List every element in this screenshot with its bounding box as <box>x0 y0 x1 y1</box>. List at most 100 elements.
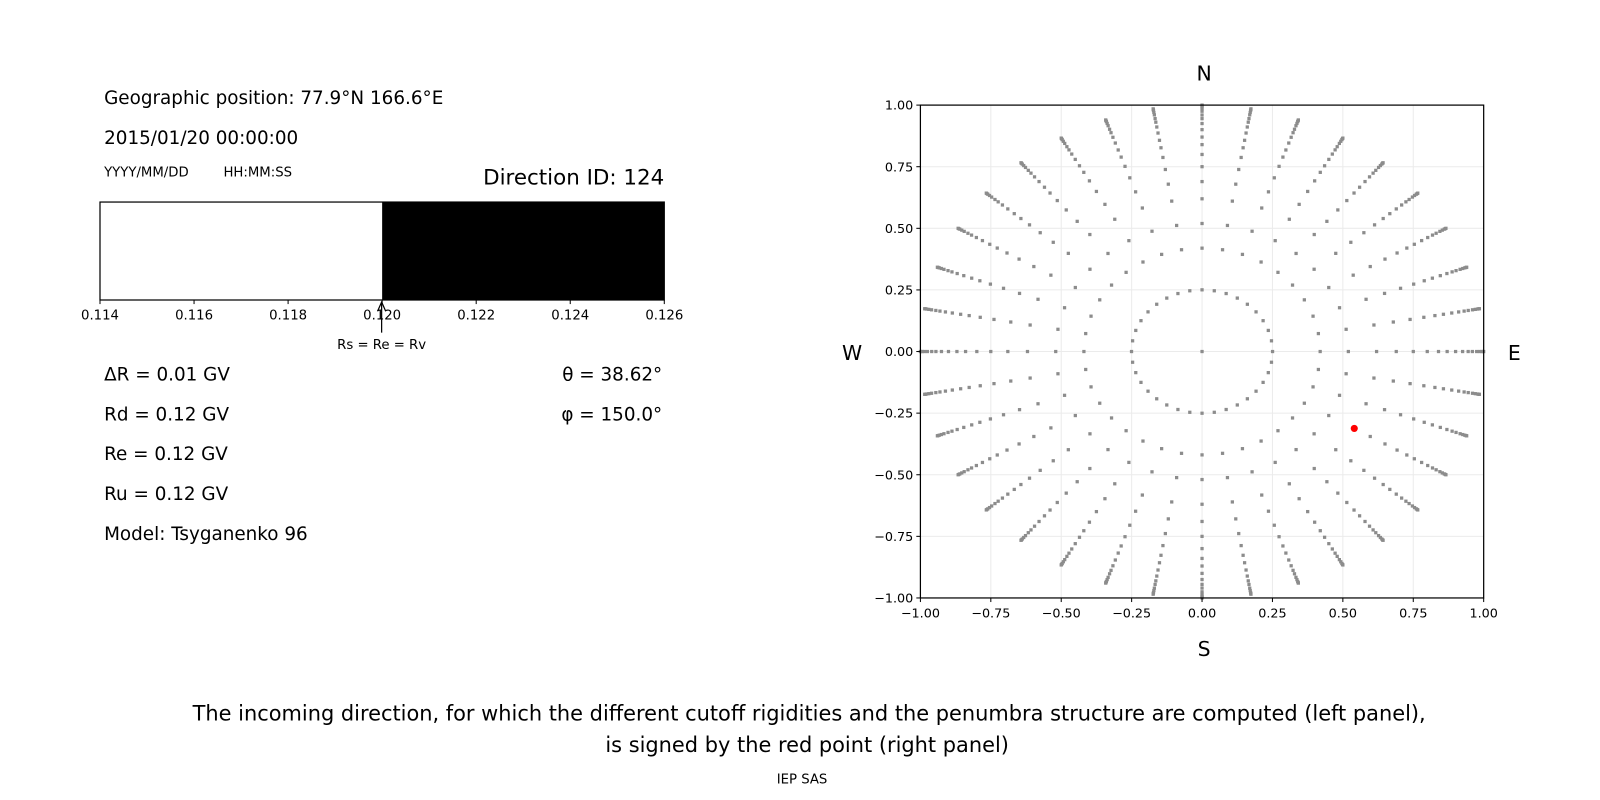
scatter-point <box>1048 191 1052 195</box>
x-tick-label: 0.118 <box>269 308 307 323</box>
scatter-point <box>1244 568 1248 572</box>
scatter-point <box>1200 135 1204 139</box>
scatter-point <box>927 392 931 396</box>
scatter-point <box>1150 229 1154 233</box>
scatter-point <box>1269 360 1274 364</box>
scatter-point <box>1200 546 1204 551</box>
scatter-point <box>1224 407 1228 412</box>
scatter-point <box>1159 553 1163 557</box>
scatter-point <box>1398 286 1403 290</box>
scatter-point <box>1032 264 1036 269</box>
scatter-point <box>1273 460 1277 465</box>
x-tick-label: −0.75 <box>971 606 1010 621</box>
scatter-point <box>974 463 979 468</box>
scatter-point <box>1241 146 1245 150</box>
scatter-point <box>923 392 927 396</box>
scatter-point <box>1155 125 1159 129</box>
scatter-point <box>1075 219 1079 223</box>
scatter-point <box>922 349 927 354</box>
scatter-point <box>1290 416 1295 420</box>
scatter-point <box>975 349 979 354</box>
scatter-point <box>1445 349 1449 354</box>
scatter-point <box>1339 139 1343 143</box>
scatter-point <box>1266 190 1271 194</box>
scatter-point <box>1106 251 1110 256</box>
scatter-point <box>1200 590 1204 594</box>
scatter-point <box>1094 509 1099 514</box>
scatter-point <box>980 238 985 243</box>
scatter-point <box>1441 387 1446 391</box>
scatter-point <box>1127 460 1131 465</box>
scatter-point <box>1027 223 1032 227</box>
scatter-point <box>1006 207 1010 211</box>
scatter-point <box>1245 125 1249 129</box>
scatter-point <box>1357 514 1362 518</box>
scatter-point <box>1116 551 1120 555</box>
scatter-point <box>1372 476 1377 480</box>
scatter-point <box>1200 121 1204 126</box>
scatter-point <box>1371 528 1375 532</box>
scatter-point <box>1113 482 1117 486</box>
scatter-point <box>1349 459 1353 463</box>
scatter-point <box>1200 519 1204 524</box>
scatter-point <box>1312 432 1316 436</box>
scatter-point <box>1458 432 1462 436</box>
y-tick-label: 1.00 <box>885 99 913 114</box>
scatter-point <box>935 434 940 438</box>
scatter-point <box>942 432 946 436</box>
scatter-point <box>1070 152 1074 156</box>
y-tick-label: 0.50 <box>885 222 913 237</box>
scatter-point <box>1269 339 1274 343</box>
scatter-point <box>978 420 982 424</box>
scatter-point <box>1339 560 1343 564</box>
scatter-point <box>1179 451 1184 455</box>
scatter-point <box>1394 207 1398 211</box>
scatter-point <box>1273 239 1277 243</box>
scatter-point <box>1249 592 1253 596</box>
scatter-point <box>1247 116 1251 121</box>
scatter-point <box>1394 492 1398 496</box>
scatter-point <box>1372 376 1376 380</box>
scatter-point <box>974 235 979 240</box>
scatter-point <box>1133 190 1138 194</box>
scatter-point <box>1064 208 1068 212</box>
scatter-point <box>1457 389 1461 393</box>
scatter-point <box>1094 189 1099 194</box>
scatter-point <box>1405 453 1409 457</box>
scatter-point <box>1073 285 1077 290</box>
penumbra-segment <box>100 202 383 300</box>
scatter-point <box>1382 408 1387 412</box>
scatter-point <box>1372 223 1377 227</box>
scatter-point <box>1381 216 1385 221</box>
scatter-point <box>1445 427 1449 432</box>
scatter-point <box>1400 203 1404 207</box>
scatter-point <box>934 390 938 395</box>
scatter-point <box>1374 349 1379 354</box>
x-tick-label: 0.124 <box>551 308 589 323</box>
scatter-point <box>1023 533 1028 538</box>
scatter-point <box>1113 217 1117 221</box>
scatter-point <box>1408 317 1412 322</box>
scatter-point <box>1289 564 1293 568</box>
scatter-point <box>1466 349 1470 354</box>
scatter-point <box>1412 417 1416 421</box>
scatter-point <box>1434 231 1438 235</box>
scatter-point <box>1284 551 1288 555</box>
scatter-point <box>1073 542 1077 546</box>
scatter-point <box>1200 179 1204 184</box>
scatter-point <box>1224 291 1228 296</box>
scatter-point <box>1426 463 1430 468</box>
scatter-point <box>1054 349 1058 354</box>
scatter-point <box>1250 229 1254 233</box>
scatter-point <box>1006 492 1010 496</box>
scatter-point <box>1088 267 1092 271</box>
scatter-point <box>1318 170 1322 174</box>
scatter-point <box>1029 171 1033 175</box>
scatter-point <box>1160 447 1164 451</box>
scatter-point <box>1032 175 1037 179</box>
scatter-point <box>1048 508 1052 512</box>
scatter-point <box>938 309 942 313</box>
scatter-point <box>1200 107 1204 111</box>
scatter-point <box>1295 578 1299 582</box>
scatter-point <box>1109 283 1114 287</box>
